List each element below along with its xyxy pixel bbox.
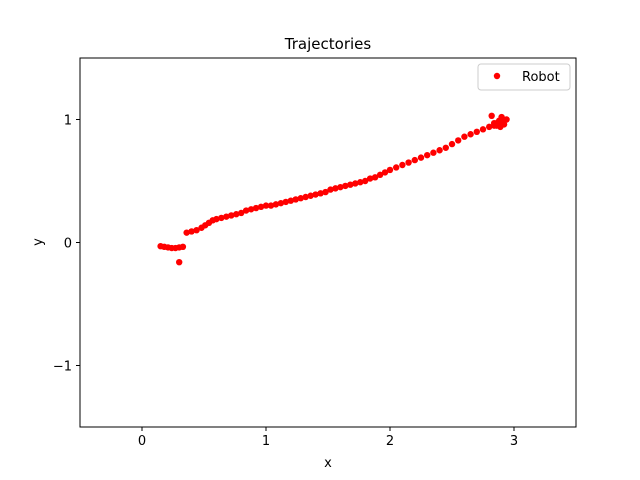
data-point: [282, 198, 290, 206]
data-points: [157, 112, 510, 266]
data-point: [497, 123, 504, 131]
data-point: [362, 177, 369, 185]
data-point: [218, 214, 225, 222]
data-point: [247, 206, 255, 213]
data-point: [272, 201, 280, 208]
data-point: [252, 204, 260, 212]
data-point: [302, 193, 309, 201]
data-point: [503, 116, 510, 123]
data-point: [223, 213, 230, 220]
x-tick-label: 2: [386, 434, 394, 449]
data-point: [317, 190, 324, 197]
data-point: [442, 144, 449, 151]
axis-ticks: 0 1 2 3 −1 0 1: [53, 114, 518, 450]
legend: Robot: [477, 63, 571, 91]
data-point: [430, 149, 437, 156]
plot-area: [79, 57, 577, 428]
data-point: [332, 185, 339, 192]
data-point: [342, 182, 349, 190]
x-axis-label: x: [324, 456, 332, 471]
data-point: [176, 258, 183, 266]
data-point: [242, 207, 250, 214]
data-point: [277, 199, 285, 207]
data-point: [455, 137, 462, 144]
data-point: [352, 180, 359, 187]
data-point: [179, 243, 187, 251]
x-tick-label: 1: [262, 434, 270, 449]
y-tick-label: −1: [53, 360, 72, 375]
data-point: [486, 123, 493, 131]
data-point: [297, 195, 304, 202]
data-point: [262, 202, 270, 209]
data-point: [307, 192, 314, 199]
data-point: [183, 229, 190, 236]
data-point: [467, 131, 474, 138]
data-point: [312, 191, 319, 198]
data-point: [257, 203, 265, 211]
data-point: [386, 166, 394, 174]
data-point: [492, 121, 499, 128]
data-point: [488, 112, 495, 120]
y-axis-label: y: [31, 238, 46, 246]
data-point: [411, 156, 418, 164]
data-point: [498, 113, 505, 121]
data-point: [347, 181, 354, 188]
data-point: [322, 188, 329, 196]
data-point: [436, 147, 443, 154]
data-point: [213, 215, 220, 223]
data-point: [461, 133, 468, 140]
data-point: [228, 212, 235, 219]
legend-label-robot: Robot: [522, 70, 560, 85]
data-point: [424, 151, 431, 159]
x-tick-label: 3: [510, 434, 518, 449]
data-point: [393, 164, 400, 171]
x-tick-label: 0: [138, 434, 146, 449]
data-point: [479, 126, 487, 133]
data-point: [405, 159, 412, 166]
data-point: [381, 169, 389, 176]
data-point: [376, 171, 384, 179]
y-tick-label: 0: [64, 237, 72, 252]
data-point: [267, 202, 275, 209]
data-point: [366, 175, 374, 182]
data-point: [233, 211, 240, 218]
data-point: [357, 179, 364, 186]
data-point: [371, 174, 379, 181]
data-point: [193, 227, 200, 234]
data-point: [417, 154, 425, 161]
data-point: [399, 161, 406, 169]
data-point: [238, 209, 245, 217]
data-point: [337, 183, 344, 191]
data-point: [292, 196, 299, 203]
y-tick-label: 1: [64, 114, 72, 129]
data-point: [188, 228, 195, 235]
data-point: [473, 128, 480, 135]
chart-title: Trajectories: [284, 35, 372, 53]
legend-marker-robot: [493, 72, 501, 80]
legend-box: [477, 63, 571, 91]
data-point: [327, 186, 334, 193]
data-point: [287, 197, 294, 204]
data-point: [448, 140, 456, 148]
